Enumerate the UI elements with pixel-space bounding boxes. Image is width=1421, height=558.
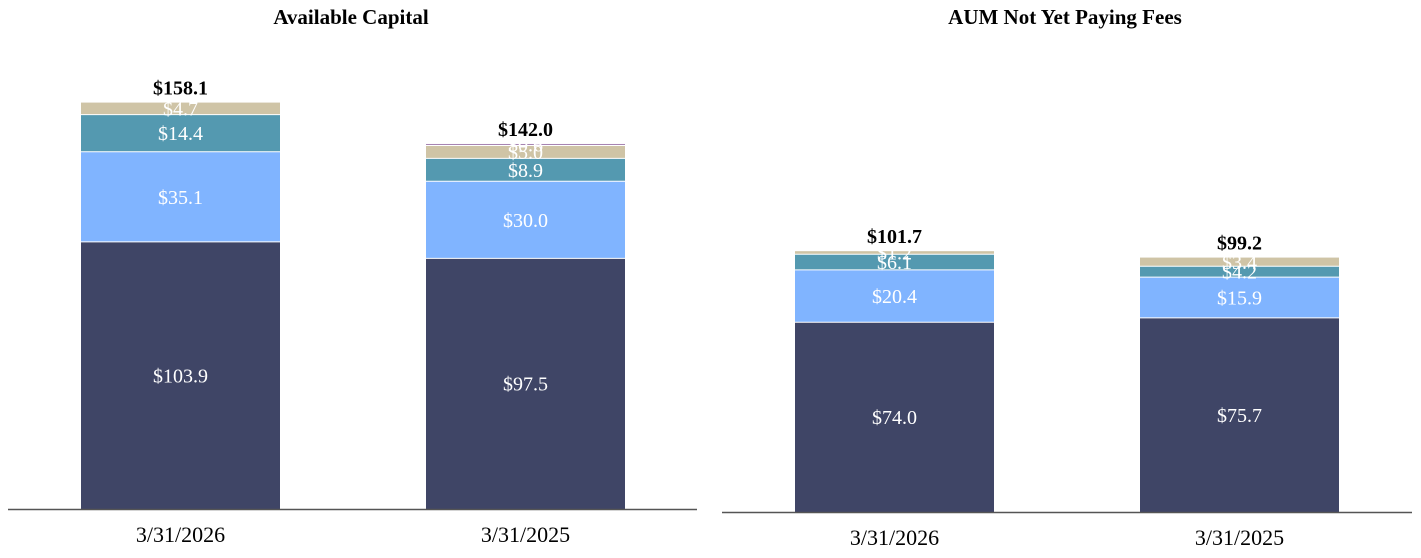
- bar-segment-2-2: [426, 181, 625, 259]
- bar-segment-1-2: [426, 258, 625, 509]
- bar-segment-4-1: [795, 251, 994, 255]
- bar-segment-1-1: [81, 241, 280, 509]
- segment-data-label: $15.9: [1217, 287, 1262, 309]
- segment-data-label: $4.7: [163, 99, 198, 121]
- segment-data-label: $14.4: [158, 123, 203, 145]
- aum-not-yet-paying-fees-panel: AUM Not Yet Paying Fees $74.0$20.4$6.1$1…: [722, 5, 1412, 550]
- segment-data-label: $4.2: [1222, 262, 1257, 284]
- bar-total-label: $101.7: [867, 226, 922, 248]
- bar-total-label: $158.1: [153, 78, 208, 100]
- segment-data-label: $8.9: [508, 160, 543, 182]
- segment-data-label: $30.0: [503, 210, 548, 232]
- segment-data-label: $1.2: [877, 243, 912, 265]
- segment-data-label: $75.7: [1217, 405, 1262, 427]
- available-capital-title: Available Capital: [273, 5, 429, 29]
- x-tick-label: 3/31/2025: [1195, 525, 1284, 550]
- bar-total-label: $99.2: [1217, 233, 1262, 255]
- segment-data-label: $6.1: [877, 252, 912, 274]
- bar-segment-4-1: [81, 102, 280, 115]
- segment-data-label: $20.4: [872, 286, 917, 308]
- bar-segment-4-2: [1140, 257, 1339, 267]
- segment-data-label: $74.0: [872, 407, 917, 429]
- segment-data-label: $5.0: [508, 142, 543, 164]
- bar-segment-2-1: [795, 269, 994, 323]
- bar-segment-3-2: [1140, 266, 1339, 278]
- x-tick-label: 3/31/2025: [481, 522, 570, 547]
- x-tick-label: 3/31/2026: [850, 525, 939, 550]
- available-capital-panel: Available Capital $103.9$35.1$14.4$4.7$1…: [8, 5, 697, 547]
- segment-data-label: $103.9: [153, 365, 208, 387]
- bar-segment-2-1: [81, 151, 280, 242]
- x-tick-label: 3/31/2026: [136, 522, 225, 547]
- bar-segment-4-2: [426, 145, 625, 159]
- segment-data-label: $35.1: [158, 187, 203, 209]
- bar-segment-3-1: [795, 254, 994, 270]
- segment-data-label: $97.5: [503, 374, 548, 396]
- bar-segment-5-2: [426, 143, 625, 146]
- bar-segment-1-1: [795, 322, 994, 512]
- aum-not-yet-paying-fees-title: AUM Not Yet Paying Fees: [948, 5, 1182, 29]
- bar-total-label: $142.0: [498, 119, 553, 141]
- segment-data-label: $3.4: [1222, 252, 1257, 274]
- bar-segment-2-2: [1140, 277, 1339, 318]
- bar-segment-3-2: [426, 158, 625, 182]
- segment-data-label: $0.6: [508, 135, 543, 157]
- bar-segment-3-1: [81, 114, 280, 152]
- bar-segment-1-2: [1140, 317, 1339, 512]
